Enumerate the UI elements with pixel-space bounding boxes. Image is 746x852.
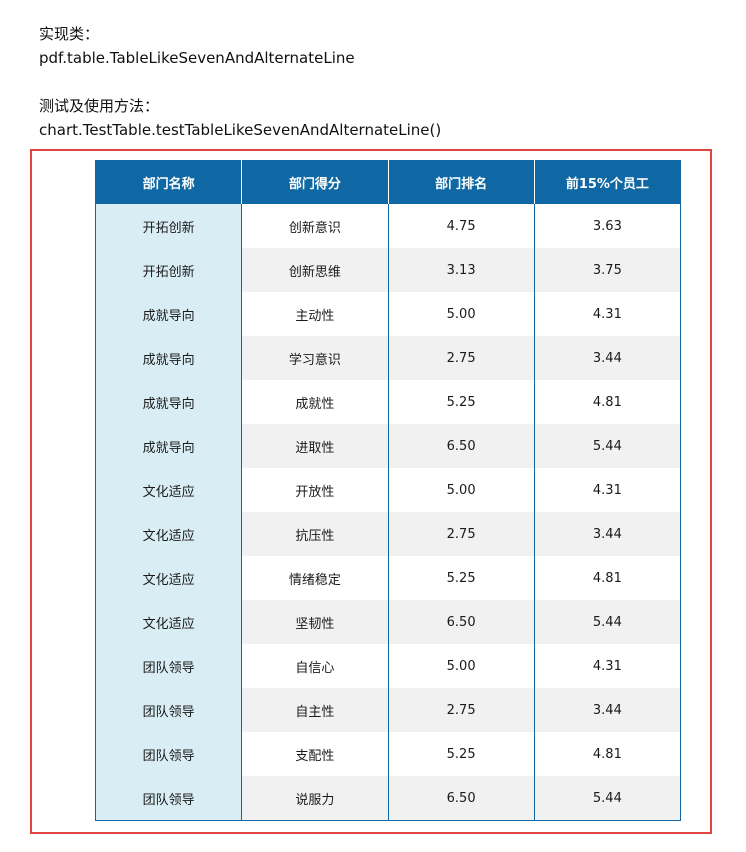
table-row: 开拓创新 创新思维 3.13 3.75 (94, 248, 682, 292)
cell-department-name: 成就导向 (94, 424, 243, 468)
cell-department-rank: 5.00 (387, 292, 535, 336)
cell-top-15-employees: 4.81 (533, 556, 682, 600)
cell-top-15-employees: 4.31 (533, 644, 682, 688)
cell-department-score: 创新意识 (241, 204, 389, 248)
cell-top-15-employees: 3.44 (533, 512, 682, 556)
table-row: 文化适应 抗压性 2.75 3.44 (94, 512, 682, 556)
cell-top-15-employees: 4.31 (533, 292, 682, 336)
cell-department-score: 说服力 (241, 776, 389, 821)
cell-department-name: 成就导向 (94, 292, 243, 336)
cell-department-name: 开拓创新 (94, 248, 243, 292)
cell-department-name: 团队领导 (94, 776, 243, 821)
cell-department-score: 进取性 (241, 424, 389, 468)
cell-department-name: 团队领导 (94, 732, 243, 776)
table-row: 成就导向 主动性 5.00 4.31 (94, 292, 682, 336)
table-row: 团队领导 说服力 6.50 5.44 (94, 776, 682, 821)
cell-department-name: 文化适应 (94, 556, 243, 600)
table-row: 文化适应 坚韧性 6.50 5.44 (94, 600, 682, 644)
cell-department-score: 主动性 (241, 292, 389, 336)
cell-top-15-employees: 5.44 (533, 600, 682, 644)
cell-department-name: 开拓创新 (94, 204, 243, 248)
cell-department-rank: 5.00 (387, 468, 535, 512)
impl-class-name: pdf.table.TableLikeSevenAndAlternateLine (39, 49, 355, 67)
cell-top-15-employees: 3.75 (533, 248, 682, 292)
cell-department-score: 创新思维 (241, 248, 389, 292)
cell-department-score: 支配性 (241, 732, 389, 776)
cell-top-15-employees: 4.31 (533, 468, 682, 512)
table-row: 文化适应 开放性 5.00 4.31 (94, 468, 682, 512)
cell-department-score: 自信心 (241, 644, 389, 688)
cell-department-score: 抗压性 (241, 512, 389, 556)
header-department-rank: 部门排名 (387, 160, 535, 204)
cell-department-name: 文化适应 (94, 512, 243, 556)
cell-department-rank: 6.50 (387, 424, 535, 468)
cell-department-name: 文化适应 (94, 600, 243, 644)
cell-department-name: 成就导向 (94, 380, 243, 424)
cell-department-rank: 5.25 (387, 380, 535, 424)
cell-department-name: 文化适应 (94, 468, 243, 512)
cell-department-score: 坚韧性 (241, 600, 389, 644)
table-row: 团队领导 自信心 5.00 4.31 (94, 644, 682, 688)
table-row: 成就导向 学习意识 2.75 3.44 (94, 336, 682, 380)
cell-department-score: 学习意识 (241, 336, 389, 380)
cell-department-rank: 5.25 (387, 732, 535, 776)
impl-label: 实现类： (39, 25, 100, 43)
table-row: 成就导向 进取性 6.50 5.44 (94, 424, 682, 468)
cell-department-name: 团队领导 (94, 688, 243, 732)
cell-department-rank: 2.75 (387, 336, 535, 380)
cell-department-score: 情绪稳定 (241, 556, 389, 600)
cell-top-15-employees: 3.44 (533, 336, 682, 380)
cell-department-rank: 6.50 (387, 600, 535, 644)
cell-top-15-employees: 5.44 (533, 424, 682, 468)
cell-top-15-employees: 5.44 (533, 776, 682, 821)
header-department-score: 部门得分 (241, 160, 389, 204)
cell-department-rank: 4.75 (387, 204, 535, 248)
cell-department-score: 成就性 (241, 380, 389, 424)
cell-department-score: 开放性 (241, 468, 389, 512)
cell-department-rank: 6.50 (387, 776, 535, 821)
table-row: 开拓创新 创新意识 4.75 3.63 (94, 204, 682, 248)
cell-department-rank: 3.13 (387, 248, 535, 292)
table-body: 开拓创新 创新意识 4.75 3.63 开拓创新 创新思维 3.13 3.75 成就导向 主动性 5… (94, 204, 682, 821)
cell-department-rank: 5.00 (387, 644, 535, 688)
table-row: 文化适应 情绪稳定 5.25 4.81 (94, 556, 682, 600)
cell-top-15-employees: 3.63 (533, 204, 682, 248)
highlight-frame (30, 149, 712, 834)
table-row: 团队领导 自主性 2.75 3.44 (94, 688, 682, 732)
cell-department-score: 自主性 (241, 688, 389, 732)
cell-top-15-employees: 3.44 (533, 688, 682, 732)
table-row: 成就导向 成就性 5.25 4.81 (94, 380, 682, 424)
test-label: 测试及使用方法： (39, 97, 160, 115)
cell-top-15-employees: 4.81 (533, 732, 682, 776)
cell-top-15-employees: 4.81 (533, 380, 682, 424)
cell-department-name: 团队领导 (94, 644, 243, 688)
cell-department-name: 成就导向 (94, 336, 243, 380)
header-top-15-employees: 前15%个员工 (533, 160, 682, 204)
data-table: 部门名称 部门得分 部门排名 前15%个员工 开拓创新 创新意识 4.75 3.63 开… (94, 160, 682, 821)
test-method-name: chart.TestTable.testTableLikeSevenAndAlt… (39, 121, 442, 139)
header-department-name: 部门名称 (94, 160, 243, 204)
cell-department-rank: 2.75 (387, 512, 535, 556)
cell-department-rank: 2.75 (387, 688, 535, 732)
table-row: 团队领导 支配性 5.25 4.81 (94, 732, 682, 776)
cell-department-rank: 5.25 (387, 556, 535, 600)
table-header-row: 部门名称 部门得分 部门排名 前15%个员工 (94, 160, 682, 204)
